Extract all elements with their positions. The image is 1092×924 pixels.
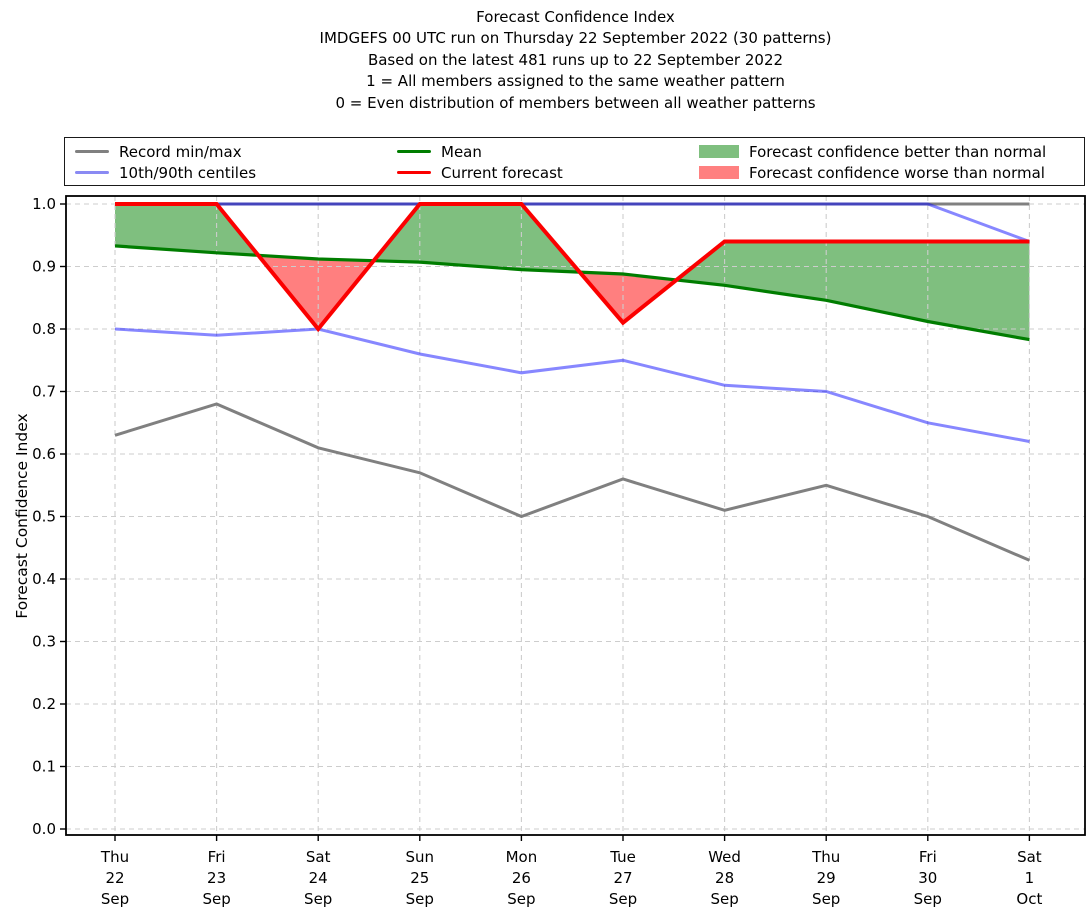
chart-note-one: 1 = All members assigned to the same wea… (366, 72, 785, 91)
series-line-mean (114, 244, 1030, 342)
legend-label: Forecast confidence better than normal (749, 142, 1047, 161)
x-tick-label: Sat (306, 848, 331, 866)
legend-entry-confidence-worse: Forecast confidence worse than normal (699, 162, 1045, 183)
series-line-current-forecast (115, 202, 1030, 333)
x-tick-label: Tue (609, 848, 636, 866)
legend-entry-record-minmax: Record min/max (75, 141, 242, 162)
y-tick-label: 0.7 (32, 383, 56, 401)
x-tick-label: 29 (817, 869, 836, 887)
current-forecast-line-swatch (397, 170, 431, 175)
series-line-record-min (114, 402, 1030, 562)
x-tick-label: Sep (609, 890, 637, 908)
fill-region-better-than-normal (373, 204, 580, 273)
x-tick-label: Sep (914, 890, 942, 908)
y-tick-label: 0.0 (32, 820, 56, 838)
x-tick-label: 24 (309, 869, 328, 887)
chart-legend: Record min/max 10th/90th centiles Mean C… (64, 137, 1085, 186)
chart-subtitle-run: IMDGEFS 00 UTC run on Thursday 22 Septem… (319, 29, 832, 48)
y-tick-label: 0.9 (32, 258, 56, 276)
x-tick-label: Wed (708, 848, 741, 866)
x-tick-label: Sat (1017, 848, 1042, 866)
x-tick-label: 25 (410, 869, 429, 887)
y-tick-label: 0.6 (32, 445, 56, 463)
legend-label: Current forecast (441, 163, 563, 182)
y-tick-label: 0.1 (32, 758, 56, 776)
x-tick-label: 30 (918, 869, 937, 887)
better-than-normal-patch-swatch (699, 145, 739, 158)
series-line-10th-centile (114, 327, 1030, 443)
y-tick-label: 0.3 (32, 633, 56, 651)
x-tick-label: Sep (304, 890, 332, 908)
chart-subtitle-basis: Based on the latest 481 runs up to 22 Se… (367, 50, 784, 69)
x-tick-label: Thu (811, 848, 840, 866)
x-tick-label: Sep (507, 890, 535, 908)
chart-title-block: Forecast Confidence Index IMDGEFS 00 UTC… (66, 7, 1085, 114)
record-minmax-line-swatch (75, 149, 109, 154)
x-tick-label: Sep (812, 890, 840, 908)
legend-label: Forecast confidence worse than normal (749, 163, 1045, 182)
y-tick-label: 0.2 (32, 695, 56, 713)
x-tick-label: Fri (919, 848, 937, 866)
x-tick-label: Sep (710, 890, 738, 908)
legend-entry-centiles: 10th/90th centiles (75, 162, 256, 183)
legend-label: 10th/90th centiles (119, 163, 257, 182)
x-tick-label: Fri (208, 848, 226, 866)
legend-entry-current-forecast: Current forecast (397, 162, 563, 183)
legend-entry-mean: Mean (397, 141, 482, 162)
centiles-line-swatch (75, 170, 109, 175)
fill-region-worse-than-normal (579, 272, 677, 323)
legend-entry-confidence-better: Forecast confidence better than normal (699, 141, 1046, 162)
x-tick-label: Thu (100, 848, 129, 866)
x-tick-label: 27 (613, 869, 632, 887)
legend-label: Record min/max (119, 142, 242, 161)
x-tick-label: Mon (506, 848, 538, 866)
x-tick-label: 23 (207, 869, 226, 887)
x-tick-label: 28 (715, 869, 734, 887)
x-tick-label: Sep (406, 890, 434, 908)
y-tick-label: 0.5 (32, 508, 56, 526)
legend-label: Mean (441, 142, 482, 161)
y-tick-label: 1.0 (32, 195, 56, 213)
y-tick-label: 0.8 (32, 320, 56, 338)
x-tick-label: 26 (512, 869, 531, 887)
plot-frame (65, 195, 1086, 836)
x-tick-label: 22 (105, 869, 124, 887)
fill-region-worse-than-normal (258, 255, 374, 329)
x-tick-label: Oct (1016, 890, 1042, 908)
chart-note-zero: 0 = Even distribution of members between… (335, 93, 816, 112)
fill-region-better-than-normal (676, 241, 1030, 340)
x-tick-label: 1 (1025, 869, 1035, 887)
y-tick-label: 0.4 (32, 570, 56, 588)
worse-than-normal-patch-swatch (699, 166, 739, 179)
chart-title: Forecast Confidence Index (476, 8, 675, 26)
x-tick-label: Sun (406, 848, 435, 866)
x-tick-label: Sep (202, 890, 230, 908)
fill-region-better-than-normal (115, 204, 259, 256)
series-line-90th-centile (115, 202, 1030, 243)
x-tick-label: Sep (101, 890, 129, 908)
mean-line-swatch (397, 149, 431, 154)
